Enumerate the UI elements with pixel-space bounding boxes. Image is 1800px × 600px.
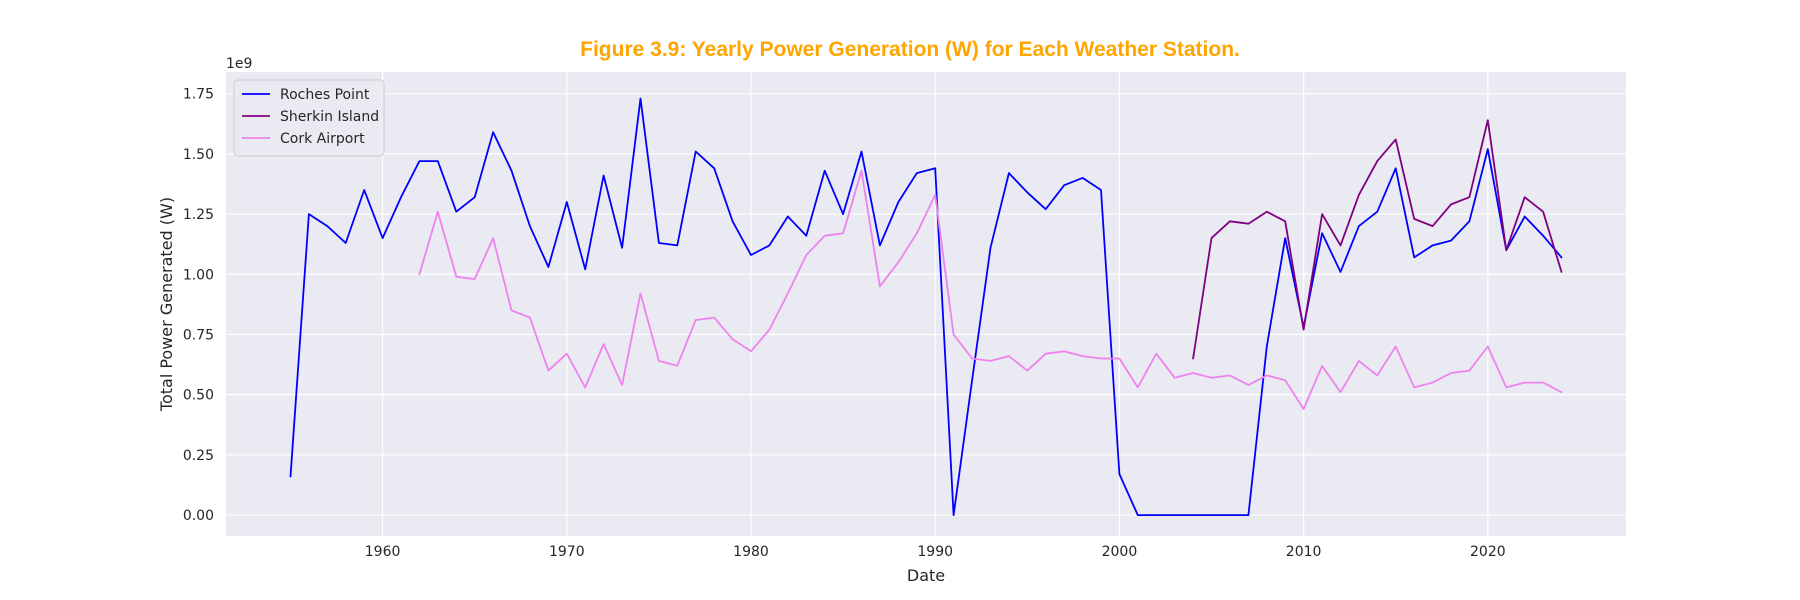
chart-title: Figure 3.9: Yearly Power Generation (W) … [580,38,1240,61]
y-tick-label: 1.50 [183,147,214,163]
plot-area [226,72,1626,536]
y-tick-label: 1.75 [183,87,214,103]
y-tick-label: 0.75 [183,327,214,343]
y-tick-label: 0.50 [183,388,214,404]
y-tick-label: 1.25 [183,207,214,223]
series-line-2 [418,169,1563,411]
x-tick-label: 2010 [1286,544,1322,560]
y-axis-scale-label: 1e9 [226,56,252,72]
x-axis-label: Date [907,566,945,585]
series-line-1 [1192,119,1563,360]
y-tick-label: 0.25 [183,448,214,464]
x-axis-ticks: 1960 1970 1980 1990 2000 2010 2020 [365,544,1506,560]
legend-label: Sherkin Island [280,109,379,125]
x-tick-label: 1990 [917,544,953,560]
y-tick-label: 1.00 [183,267,214,283]
x-tick-label: 1970 [549,544,585,560]
legend-box [233,79,385,157]
x-tick-label: 1960 [365,544,401,560]
legend-label: Cork Airport [280,131,365,147]
y-axis-label: Total Power Generated (W) [157,197,176,412]
legend-label: Roches Point [280,87,370,103]
x-tick-label: 2000 [1102,544,1138,560]
y-axis-ticks: 0.00 0.25 0.50 0.75 1.00 1.25 1.50 1.75 [183,87,214,524]
x-tick-label: 2020 [1470,544,1506,560]
x-tick-label: 1980 [733,544,769,560]
legend: Roches Point Sherkin Island Cork Airport [233,79,385,157]
series-line-0 [289,97,1563,516]
series-lines [289,97,1563,516]
y-tick-label: 0.00 [183,508,214,524]
